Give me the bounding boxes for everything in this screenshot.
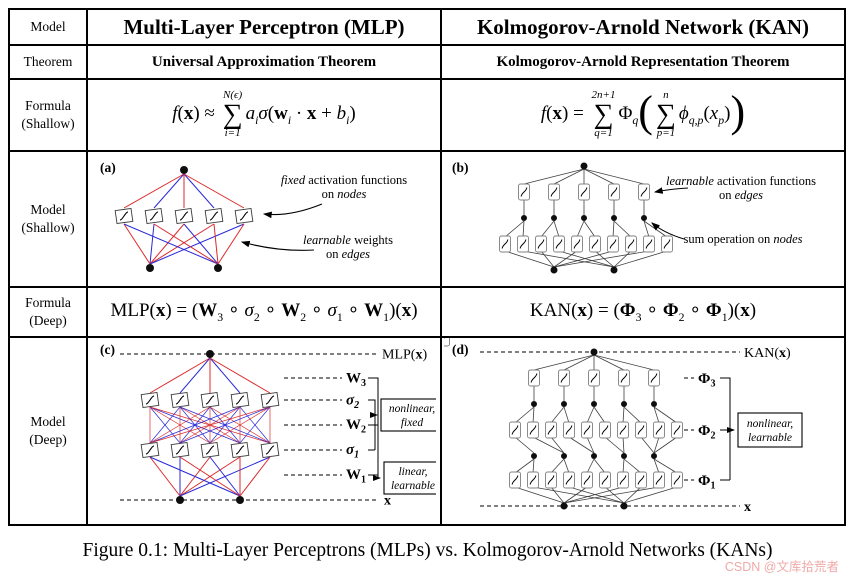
kan-deep-nodes: [531, 348, 657, 510]
sigma-bracket: [368, 399, 376, 451]
label-phi2: Φ2: [698, 423, 715, 442]
row-label-formula-deep: Formula (Deep): [8, 286, 88, 338]
nonlinear-learnable-label-1: nonlinear,: [747, 418, 793, 430]
mlp-deep-edges: [149, 357, 271, 497]
row-label-model-shallow: Model (Shallow): [8, 150, 88, 288]
label-w1: W1: [346, 467, 366, 486]
mlp-deep-diagram: (c): [100, 342, 436, 509]
label-sigma2: σ2: [346, 393, 359, 412]
mlp-deep-cell: (c): [86, 336, 442, 526]
kan-shallow-edges: [504, 168, 668, 268]
output-label-kan: KAN(x): [744, 346, 791, 361]
linear-learnable-box: [383, 461, 436, 495]
label-phi1: Φ1: [698, 473, 715, 492]
input-label-x: x: [744, 500, 751, 515]
panel-tag-b: (b): [452, 160, 469, 175]
row-label-model-deep: Model (Deep): [8, 336, 88, 526]
annotation-arrow: [240, 240, 315, 251]
mlp-shallow-diagram: (a) fixed activation functions on nodes …: [100, 160, 407, 272]
summation-outer: 2n+1 ∑ q=1: [591, 89, 616, 140]
input-label-x: x: [384, 494, 391, 509]
label-phi3: Φ3: [698, 371, 715, 390]
mlp-shallow-nodes: [146, 166, 222, 272]
header-kan: Kolmogorov-Arnold Network (KAN): [440, 8, 846, 46]
formula-deep-mlp-cell: MLP(x) = (W3 ∘ σ2 ∘ W2 ∘ σ1 ∘ W1)(x): [86, 286, 442, 338]
panel-tag-d: (d): [452, 342, 469, 357]
phi-bracket: [720, 377, 731, 481]
comparison-table: Model Multi-Layer Perceptron (MLP) Kolmo…: [8, 8, 846, 526]
w-bracket: [368, 377, 379, 478]
mlp-shallow-formula: f(x) ≈ N(ϵ) ∑ i=1 aiσ(wi · x + bi): [172, 89, 356, 140]
row-label-model: Model: [8, 8, 88, 46]
annotation-learnable-activations: learnable activation functions: [666, 174, 816, 188]
annotation-arrow: [653, 187, 689, 194]
big-paren-open: (: [638, 87, 653, 136]
nonlinear-learnable-label-2: learnable: [748, 432, 792, 444]
kan-shallow-cell: (b) learnable activation functions: [440, 150, 846, 288]
summation: N(ϵ) ∑ i=1: [222, 89, 243, 140]
linear-learnable-label-2: learnable: [391, 480, 435, 492]
mlp-shallow-edges: [123, 173, 245, 265]
output-label-mlp: MLP(x): [382, 348, 427, 363]
kan-deep-activation-boxes: [444, 338, 683, 489]
level-dashes: [284, 377, 342, 476]
kan-deep-cell: (d): [440, 336, 846, 526]
formula-shallow-kan-cell: f(x) = 2n+1 ∑ q=1 Φq(n ∑ p=1 ϕq,p(xp)): [440, 78, 846, 152]
annotation-arrow: [651, 222, 685, 240]
theorem-mlp: Universal Approximation Theorem: [86, 44, 442, 80]
nonlinear-fixed-label-2: fixed: [401, 417, 424, 429]
annotation-arrow: [262, 203, 323, 219]
panel-tag-a: (a): [100, 160, 116, 175]
annotation-learnable-weights-line2: on edges: [326, 247, 370, 261]
mlp-shallow-cell: (a) fixed activation functions on nodes …: [86, 150, 442, 288]
label-w3: W3: [346, 371, 366, 390]
mlp-shallow-activation-squares: [114, 207, 254, 225]
kan-shallow-formula: f(x) = 2n+1 ∑ q=1 Φq(n ∑ p=1 ϕq,p(xp)): [540, 87, 746, 140]
kan-deep-formula: KAN(x) = (Φ3 ∘ Φ2 ∘ Φ1)(x): [529, 300, 757, 324]
formula-deep-kan-cell: KAN(x) = (Φ3 ∘ Φ2 ∘ Φ1)(x): [440, 286, 846, 338]
annotation-fixed-activations-line2: on nodes: [322, 187, 367, 201]
theorem-kan: Kolmogorov-Arnold Representation Theorem: [440, 44, 846, 80]
panel-tag-c: (c): [100, 342, 115, 357]
big-paren-close: ): [730, 87, 746, 136]
figure-caption: Figure 0.1: Multi-Layer Perceptrons (MLP…: [82, 540, 773, 561]
label-sigma1: σ1: [346, 442, 359, 461]
nonlinear-fixed-box: [380, 398, 436, 432]
annotation-learnable-weights: learnable weights: [303, 233, 393, 247]
summation-inner: n ∑ p=1: [655, 89, 676, 140]
annotation-learnable-activations-line2: on edges: [719, 188, 763, 202]
kan-shallow-nodes: [521, 162, 647, 274]
formula-shallow-mlp-cell: f(x) ≈ N(ϵ) ∑ i=1 aiσ(wi · x + bi): [86, 78, 442, 152]
nonlinear-fixed-label-1: nonlinear,: [389, 403, 435, 415]
row-label-formula-shallow: Formula (Shallow): [8, 78, 88, 152]
annotation-fixed-activations: fixed activation functions: [281, 173, 407, 187]
watermark: CSDN @文库拾荒者: [724, 560, 839, 574]
mlp-deep-formula: MLP(x) = (W3 ∘ σ2 ∘ W2 ∘ σ1 ∘ W1)(x): [110, 300, 418, 324]
label-w2: W2: [346, 417, 366, 436]
linear-learnable-label-1: linear,: [398, 466, 427, 478]
row-label-theorem: Theorem: [8, 44, 88, 80]
header-mlp: Multi-Layer Perceptron (MLP): [86, 8, 442, 46]
mlp-deep-nodes: [176, 350, 244, 504]
annotation-sum-operation: sum operation on nodes: [683, 232, 802, 246]
nonlinear-learnable-box: [737, 412, 803, 448]
kan-deep-diagram: (d): [444, 338, 803, 515]
level-dashes: [684, 377, 694, 481]
kan-deep-edges: [514, 354, 678, 504]
kan-shallow-diagram: (b) learnable activation functions: [452, 160, 816, 274]
